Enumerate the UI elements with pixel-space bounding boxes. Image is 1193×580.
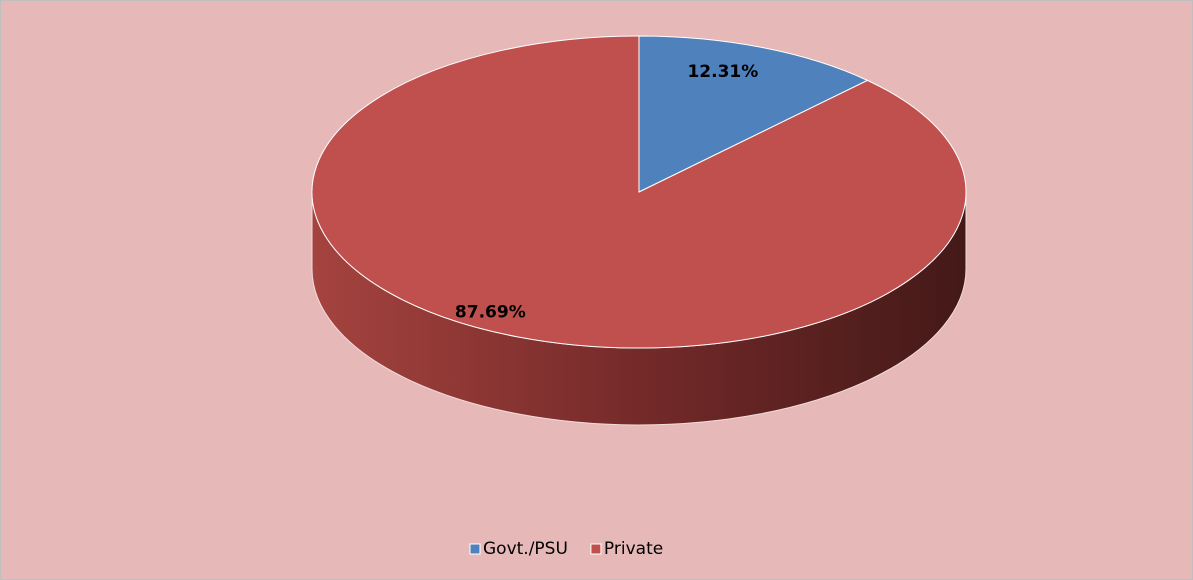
data-label: 87.69% (455, 303, 526, 323)
legend-label: Private (604, 539, 663, 559)
data-label: 12.31% (687, 62, 758, 82)
slice (311, 35, 967, 349)
legend-swatch (590, 543, 602, 555)
legend-swatch (469, 543, 481, 555)
legend-label: Govt./PSU (483, 539, 568, 559)
slice (638, 35, 869, 193)
